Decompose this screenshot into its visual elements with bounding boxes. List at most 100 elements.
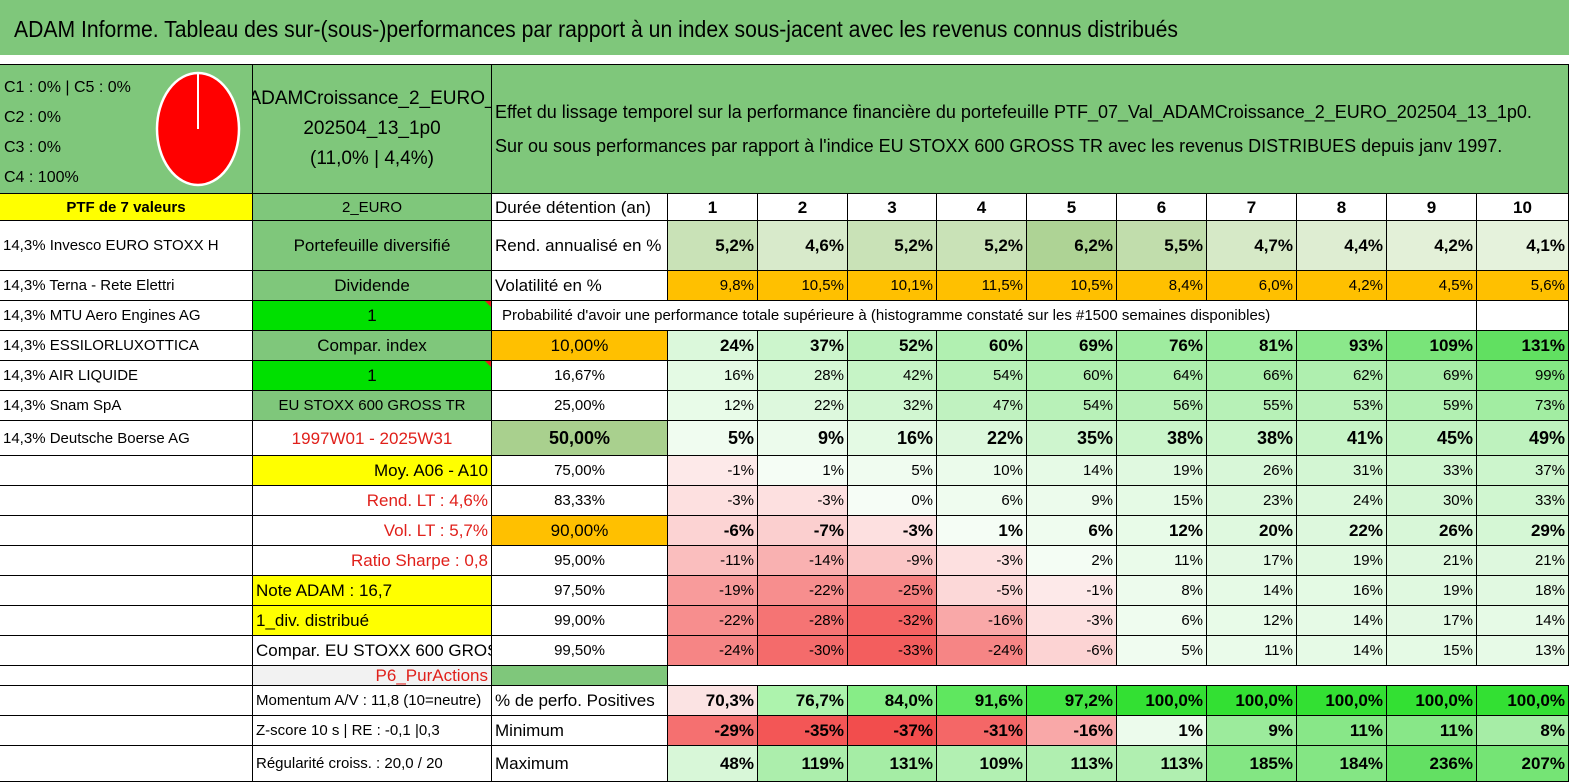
year-header: 4 (936, 193, 1027, 221)
quantile-value: 62% (1296, 360, 1387, 391)
quantile-value: -24% (667, 635, 758, 666)
quantile-value: 64% (1116, 360, 1207, 391)
long-term-return: Rend. LT : 4,6% (252, 485, 492, 516)
holding-row: 14,3% ESSILORLUXOTTICA (0, 330, 253, 361)
holding-row: 14,3% Deutsche Boerse AG (0, 420, 253, 456)
quantile-label: 16,67% (491, 360, 668, 391)
quantile-value: 6% (936, 485, 1027, 516)
quantile-value: 2% (1026, 545, 1117, 576)
year-header: 2 (757, 193, 848, 221)
return-value: 6,2% (1026, 220, 1117, 271)
quantile-value: 14% (1476, 605, 1569, 636)
long-term-volatility: Vol. LT : 5,7% (252, 515, 492, 546)
year-header: 8 (1296, 193, 1387, 221)
portfolio-name-line: 202504_13_1p0 (303, 118, 441, 139)
quantile-value: -11% (667, 545, 758, 576)
quantile-value: 93% (1296, 330, 1387, 361)
quantile-value: 5% (1116, 635, 1207, 666)
quantile-value: 69% (1026, 330, 1117, 361)
return-value: 5,2% (847, 220, 937, 271)
quantile-value: 41% (1296, 420, 1387, 456)
year-header: 9 (1386, 193, 1477, 221)
asset-class: P6_PurActions (252, 665, 492, 686)
year-header: 6 (1116, 193, 1207, 221)
z-score: Z-score 10 s | RE : -0,1 |0,3 (252, 715, 492, 746)
quantile-value: 60% (1026, 360, 1117, 391)
stat-value: 48% (667, 745, 758, 782)
stat-label: Maximum (491, 745, 668, 782)
stat-value: 97,2% (1026, 685, 1117, 716)
allocation-label: C1 : 0% | C5 : 0% (4, 79, 131, 96)
quantile-label: 97,50% (491, 575, 668, 606)
quantile-value: -24% (936, 635, 1027, 666)
quantile-value: 45% (1386, 420, 1477, 456)
holding-row: 14,3% AIR LIQUIDE (0, 360, 253, 391)
quantile-value: 24% (667, 330, 758, 361)
description-line: Effet du lissage temporel sur la perform… (495, 102, 1532, 122)
flag-value: 1 (252, 300, 492, 331)
stat-value: 131% (847, 745, 937, 782)
quantile-label: 83,33% (491, 485, 668, 516)
quantile-value: 12% (1116, 515, 1207, 546)
quantile-value: 1% (936, 515, 1027, 546)
empty-cell (0, 575, 253, 606)
stat-value: 207% (1476, 745, 1569, 782)
quantile-value: 6% (1026, 515, 1117, 546)
stat-value: 184% (1296, 745, 1387, 782)
volatility-value: 10,5% (757, 270, 848, 301)
volatility-value: 10,5% (1026, 270, 1117, 301)
stat-label: Minimum (491, 715, 668, 746)
quantile-value: 131% (1476, 330, 1569, 361)
quantile-value: 99% (1476, 360, 1569, 391)
quantile-label: 95,00% (491, 545, 668, 576)
quantile-value: 37% (757, 330, 848, 361)
compare-label: Compar. index (252, 330, 492, 361)
sharpe-ratio: Ratio Sharpe : 0,8 (252, 545, 492, 576)
adam-score: Note ADAM : 16,7 (252, 575, 492, 606)
stat-value: 11% (1386, 715, 1477, 746)
empty-cell (1476, 300, 1569, 331)
quantile-value: -30% (757, 635, 848, 666)
stat-value: 113% (1026, 745, 1117, 782)
stat-label: % de perfo. Positives (491, 685, 668, 716)
quantile-value: 53% (1296, 390, 1387, 421)
empty-cell (0, 485, 253, 516)
empty-cell (0, 745, 253, 782)
allocation-labels: C1 : 0% | C5 : 0% C2 : 0% C3 : 0% C4 : 100% (4, 73, 131, 193)
quantile-value: 9% (757, 420, 848, 456)
return-value: 5,2% (936, 220, 1027, 271)
quantile-value: 22% (936, 420, 1027, 456)
comment-marker-icon (485, 301, 491, 307)
quantile-label: 10,00% (491, 330, 668, 361)
stat-value: 236% (1386, 745, 1477, 782)
quantile-value: -6% (1026, 635, 1117, 666)
volatility-value: 9,8% (667, 270, 758, 301)
allocation-label: C3 : 0% (4, 139, 61, 156)
quantile-label: 25,00% (491, 390, 668, 421)
quantile-value: -9% (847, 545, 937, 576)
quantile-value: -32% (847, 605, 937, 636)
stat-value: 84,0% (847, 685, 937, 716)
stat-value: 100,0% (1116, 685, 1207, 716)
volatility-value: 4,5% (1386, 270, 1477, 301)
quantile-value: 10% (936, 455, 1027, 486)
year-header: 3 (847, 193, 937, 221)
quantile-value: -5% (936, 575, 1027, 606)
quantile-value: 14% (1026, 455, 1117, 486)
holding-row: 14,3% Terna - Rete Elettri (0, 270, 253, 301)
quantile-label: 99,50% (491, 635, 668, 666)
quantile-value: -7% (757, 515, 848, 546)
quantile-value: 19% (1116, 455, 1207, 486)
quantile-value: -6% (667, 515, 758, 546)
allocation-pie-chart (155, 71, 241, 187)
quantile-value: 23% (1206, 485, 1297, 516)
quantile-value: 20% (1206, 515, 1297, 546)
quantile-value: 5% (847, 455, 937, 486)
stat-value: 8% (1476, 715, 1569, 746)
allocation-label: C4 : 100% (4, 169, 79, 186)
quantile-value: 49% (1476, 420, 1569, 456)
quantile-value: 14% (1206, 575, 1297, 606)
quantile-value: -3% (757, 485, 848, 516)
quantile-value: 22% (1296, 515, 1387, 546)
quantile-value: 30% (1386, 485, 1477, 516)
